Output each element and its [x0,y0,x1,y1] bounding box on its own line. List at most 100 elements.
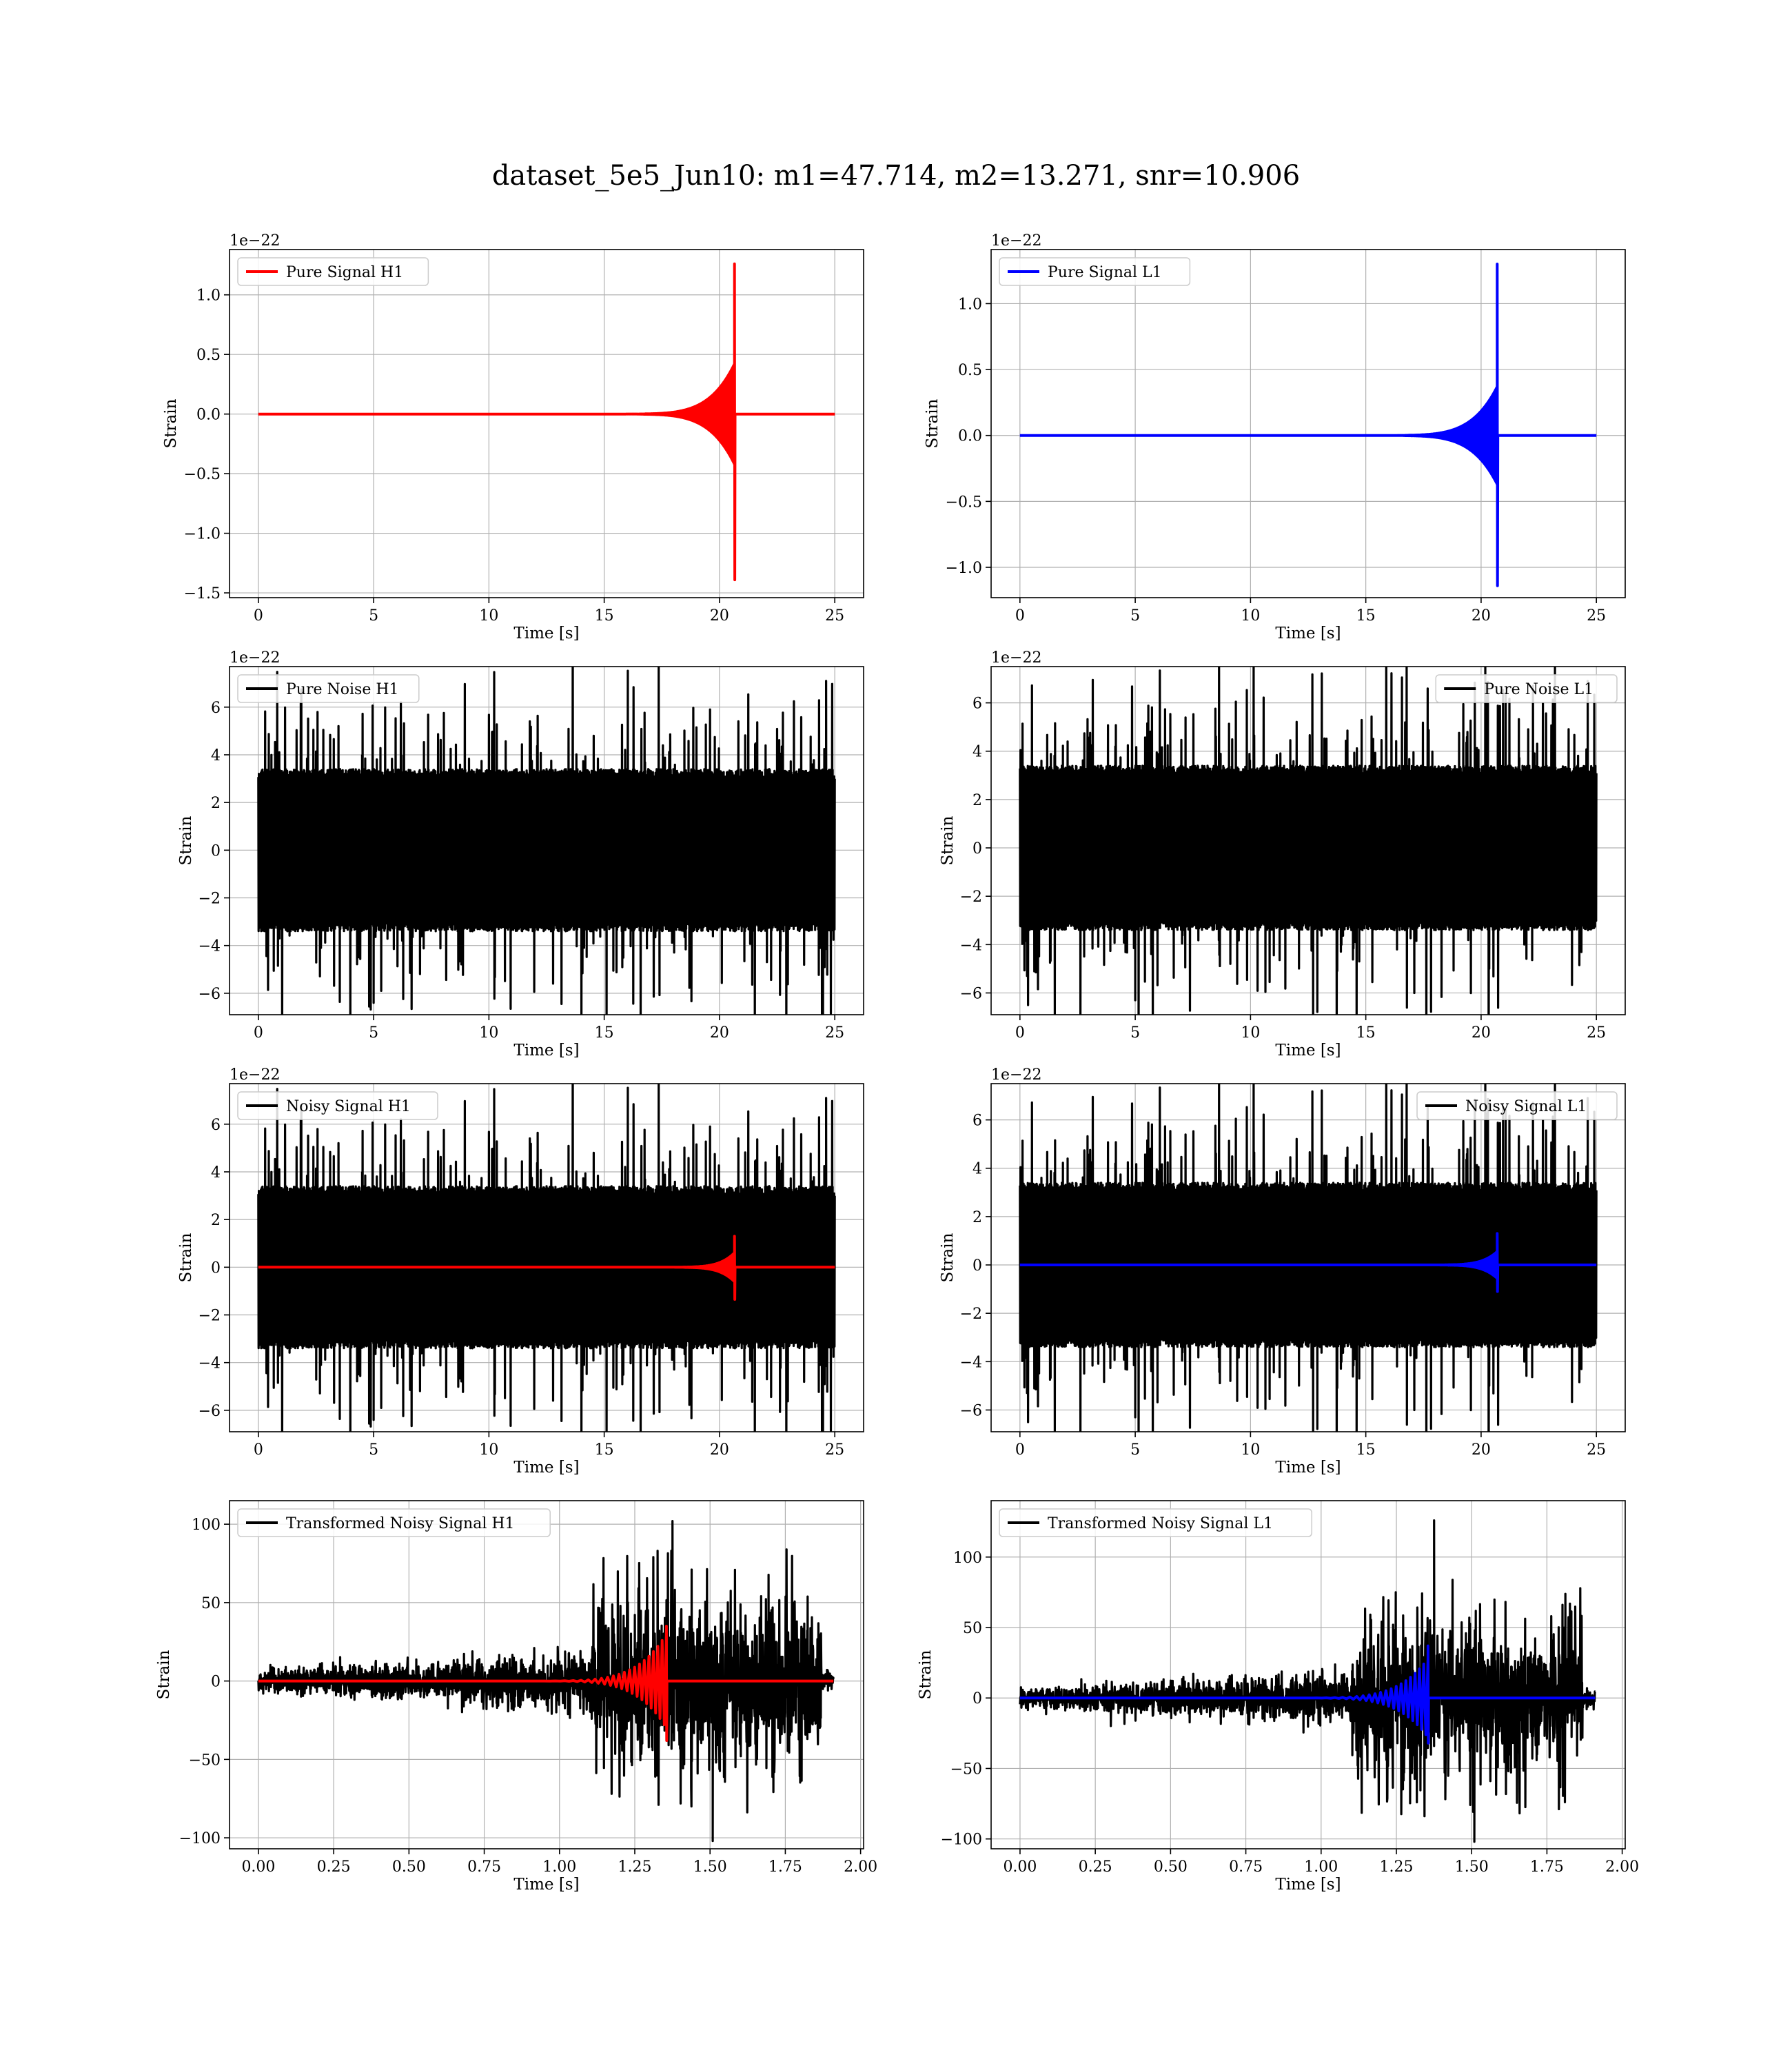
x-tick-label: 5 [369,607,378,625]
axes-frame [229,1500,864,1849]
y-tick-label: 0.0 [196,407,221,424]
y-tick-label: −2 [960,889,982,906]
y-tick-label: 6 [973,696,982,713]
legend: Pure Signal H1 [237,257,429,286]
x-tick-label: 0 [254,1441,263,1459]
axes-frame [990,666,1626,1015]
y-offset-label: 1e−22 [230,649,280,667]
legend-label: Transformed Noisy Signal H1 [286,1515,515,1532]
y-tick-label: −6 [960,985,982,1002]
x-axis-label: Time [s] [513,1876,579,1894]
y-tick-label: −50 [189,1752,221,1769]
y-tick-label: −6 [198,1403,221,1420]
y-tick-label: 6 [211,1117,221,1134]
legend-label: Pure Signal H1 [286,264,403,281]
plot-area [257,1084,836,1432]
subplot-r0c0: 0 5 10 15 20 25 1.0 0.5 0.0 −0.5 −1.0 −1.5 Time [s] S… [162,232,864,642]
series-line-chirp-0 [1019,263,1597,587]
y-axis-label: Strain [177,815,195,865]
y-tick-label: 6 [973,1113,982,1130]
x-tick-label: 25 [825,1441,844,1459]
legend: Noisy Signal L1 [1416,1091,1618,1120]
x-axis-label: Time [s] [1275,1459,1341,1477]
y-tick-label: 4 [973,1161,982,1178]
series-line-tnoise-0 [257,1520,835,1843]
y-tick-label: 4 [211,747,221,764]
x-axis-label: Time [s] [513,1459,579,1477]
x-tick-label: 10 [479,607,498,625]
y-offset-label: 1e−22 [991,1066,1041,1084]
y-offset-label: 1e−22 [991,232,1041,250]
axes-frame [229,1083,864,1432]
y-axis-label: Strain [162,398,180,448]
x-tick-label: 20 [710,1441,729,1459]
legend: Pure Noise H1 [237,674,420,703]
series-line-chirp-1 [258,1625,834,1742]
x-tick-label: 15 [1356,1441,1376,1459]
legend-box [999,1508,1312,1537]
legend-box [237,1091,438,1120]
x-tick-label: 20 [1472,1441,1491,1459]
x-tick-label: 1.00 [1304,1858,1338,1876]
y-tick-label: −2 [198,891,221,908]
x-tick-label: 25 [1587,1024,1606,1042]
axes-frame [229,666,864,1015]
x-tick-label: 10 [1241,1441,1260,1459]
legend: Transformed Noisy Signal L1 [999,1508,1312,1537]
legend-box [237,257,429,286]
x-tick-label: 20 [710,1024,729,1042]
y-tick-label: 100 [192,1517,221,1534]
x-tick-label: 15 [595,607,614,625]
x-tick-label: 0.25 [317,1858,351,1876]
y-tick-label: 100 [953,1550,982,1567]
legend: Transformed Noisy Signal H1 [237,1508,551,1537]
y-tick-label: −1.5 [184,585,221,602]
x-tick-label: 20 [1472,1024,1491,1042]
plot-area [257,667,836,1015]
x-tick-label: 25 [825,607,844,625]
y-tick-label: −6 [960,1402,982,1419]
legend-box [999,257,1191,286]
y-tick-label: 50 [201,1595,221,1612]
x-tick-label: 10 [1241,1024,1260,1042]
y-tick-label: 0 [211,1674,221,1691]
x-tick-label: 0 [1015,1441,1025,1459]
y-tick-label: −2 [198,1308,221,1325]
y-axis-label: Strain [939,815,957,865]
series-line-chirp-1 [1019,1232,1597,1293]
legend-label: Noisy Signal L1 [1465,1098,1587,1115]
series-line-chirp-1 [1019,1644,1596,1745]
x-tick-label: 5 [1130,1441,1140,1459]
x-tick-label: 0.00 [241,1858,275,1876]
y-tick-label: −100 [179,1830,221,1847]
x-tick-label: 25 [825,1024,844,1042]
y-axis-label: Strain [939,1233,957,1282]
y-tick-label: −0.5 [946,494,982,511]
legend-box [237,1508,551,1537]
legend-box [1416,1091,1618,1120]
subplot-r0c1: 0 5 10 15 20 25 1.0 0.5 0.0 −0.5 −1.0 Time [s] Strai… [924,232,1626,642]
x-tick-label: 1.50 [1455,1858,1489,1876]
axes-frame [990,1500,1626,1849]
y-tick-label: 6 [211,700,221,717]
x-tick-label: 2.00 [1605,1858,1639,1876]
plot-area [1019,1519,1596,1843]
series-line-chirp-0 [258,262,835,582]
axes-frame [990,249,1626,598]
x-tick-label: 15 [1356,607,1376,625]
y-tick-label: −2 [960,1306,982,1323]
x-tick-label: 25 [1587,1441,1606,1459]
figure-suptitle: dataset_5e5_Jun10: m1=47.714, m2=13.271,… [492,160,1300,192]
y-tick-label: −6 [198,986,221,1003]
legend-label: Pure Noise L1 [1484,681,1594,698]
x-tick-label: 0.75 [467,1858,501,1876]
y-offset-label: 1e−22 [230,232,280,250]
y-tick-label: −1.0 [184,526,221,543]
legend: Pure Signal L1 [999,257,1191,286]
x-tick-label: 1.25 [1380,1858,1414,1876]
y-axis-label: Strain [924,398,941,448]
plot-area [257,1520,835,1843]
x-tick-label: 0 [1015,1024,1025,1042]
